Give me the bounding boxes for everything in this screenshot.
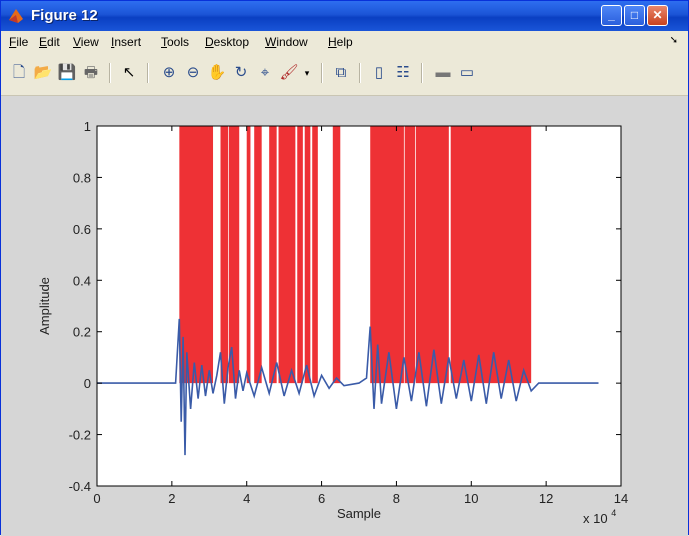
axes-background[interactable] [97,126,621,486]
close-button[interactable]: ✕ [647,5,668,26]
y-tick-label: 1 [84,119,91,134]
menu-edit[interactable]: Edit [39,35,60,49]
mask-bar [246,126,251,384]
mask-bar [332,126,341,384]
x-tick-label: 2 [168,491,175,506]
axes-frame [96,125,622,487]
brush-dropdown-icon[interactable]: ▾ [304,68,310,78]
y-tick-label: 0.2 [73,325,91,340]
data-cursor-icon[interactable]: ⌖ [260,64,270,81]
x-axis-label: Sample [337,506,381,521]
y-axis-label: Amplitude [37,277,52,335]
y-tick-label: 0.6 [73,222,91,237]
pan-hand-icon[interactable]: ✋ [207,64,227,81]
mask-bar [404,126,416,384]
signal-layer [97,318,599,456]
mask-bar [269,126,277,384]
mask-bar [450,126,532,384]
figure-toolbar: 🗋 📂 💾 🖶 ↖ ⊕ ⊖ ✋ ↻ ⌖ 🖌 ▾ ⧉ ▯ ☷ ▬ ▭ [1,53,688,96]
x-tick-label: 0 [93,491,100,506]
mask-bar [278,126,296,384]
menu-tools[interactable]: Tools [161,35,190,49]
x-tick-label: 4 [243,491,250,506]
mask-bar [220,126,228,384]
menu-insert[interactable]: Insert [111,35,142,49]
zoom-out-icon[interactable]: ⊖ [186,64,200,81]
menu-bar: File Edit View Insert Tools Desktop Wind… [1,31,688,53]
print-icon[interactable]: 🖶 [83,64,99,81]
matlab-logo-icon [9,9,23,23]
x-axis-exponent-power: 4 [611,508,616,518]
x-tick-label: 8 [393,491,400,506]
show-plot-tools-icon[interactable]: ▭ [459,64,475,81]
mask-bar [297,126,303,384]
edit-plot-arrow-icon[interactable]: ↖ [122,64,136,81]
x-tick-label: 6 [318,491,325,506]
minimize-button[interactable]: _ [601,5,622,26]
mask-layer [179,126,532,384]
mask-bar [254,126,262,384]
dock-arrow-icon[interactable]: ➘ [669,35,678,46]
x-tick-label: 14 [614,491,628,506]
signal-line [97,318,599,456]
brush-icon[interactable]: 🖌 [279,64,299,81]
mask-bar [304,126,311,384]
title-bar[interactable]: Figure 12 _ □ ✕ [1,1,688,31]
toolbar-separator [109,63,111,83]
mask-bar [179,126,214,384]
colorbar-icon[interactable]: ▯ [374,64,384,81]
menu-desktop[interactable]: Desktop [205,35,250,49]
y-tick-label: -0.4 [69,479,91,494]
plot-svg: 0 2 4 6 8 10 12 14 -0.4 -0.2 0 0.2 0.4 0.6 0.8 1 Sample… [37,119,629,526]
zoom-in-icon[interactable]: ⊕ [162,64,176,81]
menu-help[interactable]: Help [328,35,353,49]
legend-icon[interactable]: ☷ [396,64,410,81]
tick-layer: 0 2 4 6 8 10 12 14 -0.4 -0.2 0 0.2 0.4 0.6 0.8 1 [69,119,629,506]
maximize-button[interactable]: □ [624,5,645,26]
toolbar-separator [421,63,423,83]
toolbar-separator [321,63,323,83]
mask-bar [415,126,449,384]
hide-plot-tools-icon[interactable]: ▬ [435,64,451,81]
rotate-3d-icon[interactable]: ↻ [234,64,248,81]
x-axis-exponent-base: x 10 [583,511,608,526]
y-tick-label: 0.4 [73,273,91,288]
menu-file[interactable]: File [9,35,29,49]
x-tick-label: 10 [464,491,478,506]
y-tick-label: -0.2 [69,428,91,443]
mask-bar [370,126,404,384]
new-figure-icon[interactable]: 🗋 [12,64,26,81]
link-plot-icon[interactable]: ⧉ [335,64,347,81]
toolbar-separator [147,63,149,83]
menu-window[interactable]: Window [265,35,308,49]
open-file-icon[interactable]: 📂 [33,64,53,81]
figure-canvas: 0 2 4 6 8 10 12 14 -0.4 -0.2 0 0.2 0.4 0.6 0.8 1 Sample… [1,96,688,536]
y-tick-label: 0 [84,376,91,391]
toolbar-separator [359,63,361,83]
menu-view[interactable]: View [73,35,99,49]
save-icon[interactable]: 💾 [57,64,77,81]
x-tick-label: 12 [539,491,553,506]
x-axis-exponent: x 10 4 [583,508,616,526]
y-tick-label: 0.8 [73,170,91,185]
window-title: Figure 12 [31,7,98,24]
mask-bar [228,126,240,384]
mask-bar [312,126,318,384]
